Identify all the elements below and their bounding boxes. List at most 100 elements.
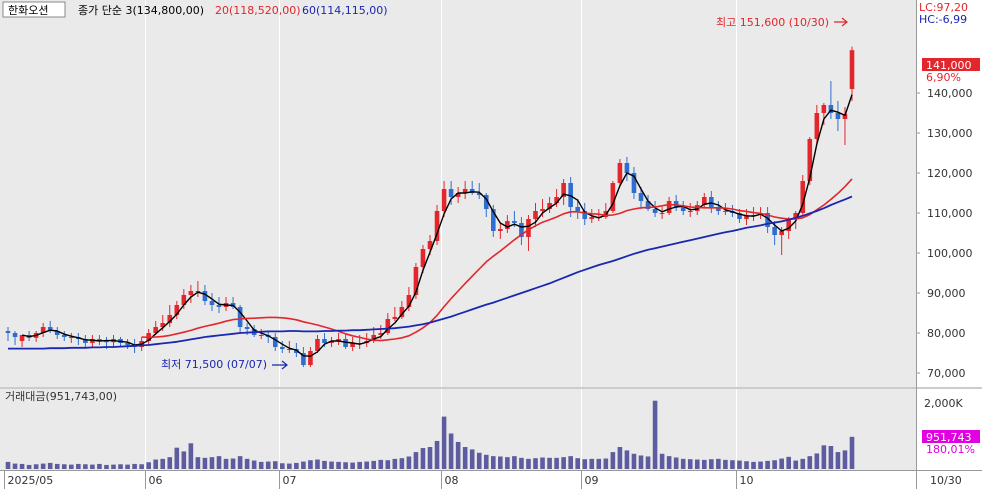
- candle-body: [659, 213, 665, 214]
- legend-ma60: 60(114,115,00): [302, 4, 388, 17]
- candle-body: [315, 339, 320, 351]
- volume-bar: [765, 460, 770, 469]
- volume-bar: [835, 452, 841, 469]
- volume-bar: [364, 461, 369, 469]
- volume-bar: [554, 457, 559, 469]
- date-axis-label: 10/30: [930, 474, 962, 487]
- high-arrow-icon: [834, 17, 848, 27]
- volume-bar: [842, 450, 848, 469]
- volume-bar: [265, 461, 271, 469]
- candle-body: [462, 189, 468, 193]
- candle-body: [737, 213, 742, 219]
- candle-body: [702, 197, 707, 205]
- volume-bar: [828, 446, 834, 469]
- volume-bar: [744, 461, 749, 469]
- volume-bar: [709, 459, 714, 469]
- volume-bar: [659, 453, 665, 469]
- price-axis-label: 110,000: [927, 207, 973, 220]
- candle-body: [167, 315, 173, 323]
- volume-bar: [687, 459, 693, 469]
- lc-label: LC:97,20: [919, 1, 968, 14]
- volume-bar: [441, 416, 447, 469]
- candle-body: [308, 351, 313, 365]
- candle-body: [512, 221, 517, 223]
- volume-bar: [139, 464, 144, 469]
- candle-body: [680, 207, 686, 211]
- candle-body: [779, 231, 784, 235]
- price-badge-change: 6,90%: [926, 71, 961, 84]
- month-gridlines: [145, 0, 737, 470]
- volume-bar: [406, 456, 412, 469]
- candle-body: [568, 183, 573, 207]
- stock-name-box[interactable]: [2, 1, 66, 18]
- candle-body: [441, 189, 447, 211]
- volume-bar: [146, 462, 151, 469]
- volume-bar: [47, 462, 53, 469]
- candle-body: [378, 333, 384, 335]
- candle-body: [786, 219, 791, 231]
- candle-body: [505, 221, 510, 229]
- candle-body: [69, 337, 74, 338]
- volume-bar: [392, 458, 398, 469]
- candle-body: [434, 211, 440, 241]
- candle-body: [645, 201, 651, 209]
- volume-bar: [786, 456, 791, 469]
- candle-body: [638, 193, 644, 201]
- price-axis-label: 80,000: [927, 327, 966, 340]
- volume-bar: [624, 450, 630, 469]
- price-axis: 140,000 130,000 120,000 110,000 100,000 90,00…: [916, 87, 973, 380]
- candle-body: [744, 215, 749, 219]
- volume-bar: [251, 460, 257, 469]
- candle-body: [483, 195, 489, 209]
- candle-body: [716, 207, 721, 211]
- candle-body: [83, 339, 88, 343]
- ma-line-3: [21, 94, 853, 357]
- candle-body: [258, 335, 264, 336]
- candle-body: [533, 211, 538, 219]
- candle-body: [687, 211, 693, 212]
- candle-body: [399, 307, 405, 317]
- volume-bar: [216, 456, 222, 469]
- candle-body: [209, 301, 215, 305]
- candle-body: [624, 163, 630, 173]
- price-axis-label: 70,000: [927, 367, 966, 380]
- volume-badge: [922, 430, 980, 443]
- candle-body: [280, 347, 285, 349]
- candle-body: [807, 139, 813, 181]
- candle-body: [835, 113, 841, 119]
- price-badge: [922, 58, 980, 71]
- candle-body: [491, 209, 496, 231]
- volume-bar: [357, 461, 362, 469]
- volume-bar: [294, 462, 299, 469]
- volume-bar: [19, 463, 25, 469]
- volume-title: 거래대금(951,743,00): [5, 390, 117, 403]
- volume-bar: [202, 457, 208, 469]
- candle-body: [54, 331, 60, 335]
- candle-body: [448, 189, 454, 197]
- candle-body: [519, 223, 524, 237]
- date-axis-label: 10: [740, 474, 754, 487]
- volume-bar: [645, 456, 651, 469]
- candle-body: [842, 113, 848, 119]
- volume-bar: [280, 463, 285, 469]
- volume-bar: [758, 461, 763, 469]
- volume-bar: [561, 457, 566, 469]
- candle-body: [90, 339, 95, 343]
- volume-bar: [188, 443, 194, 469]
- volume-bar: [793, 460, 799, 469]
- legend-ma20: 20(118,520,00): [215, 4, 301, 17]
- volume-bar: [160, 458, 166, 469]
- candle-body: [666, 201, 672, 213]
- volume-bar: [54, 463, 60, 469]
- volume-bar: [399, 458, 405, 469]
- volume-bar: [526, 458, 531, 469]
- candle-body: [772, 227, 777, 235]
- candle-body: [371, 335, 377, 341]
- candle-body: [498, 229, 503, 231]
- volume-bar: [308, 460, 313, 469]
- date-axis-bg: [0, 470, 982, 489]
- volume-bar: [61, 464, 67, 469]
- candle-body: [617, 163, 623, 183]
- volume-bar: [118, 464, 123, 469]
